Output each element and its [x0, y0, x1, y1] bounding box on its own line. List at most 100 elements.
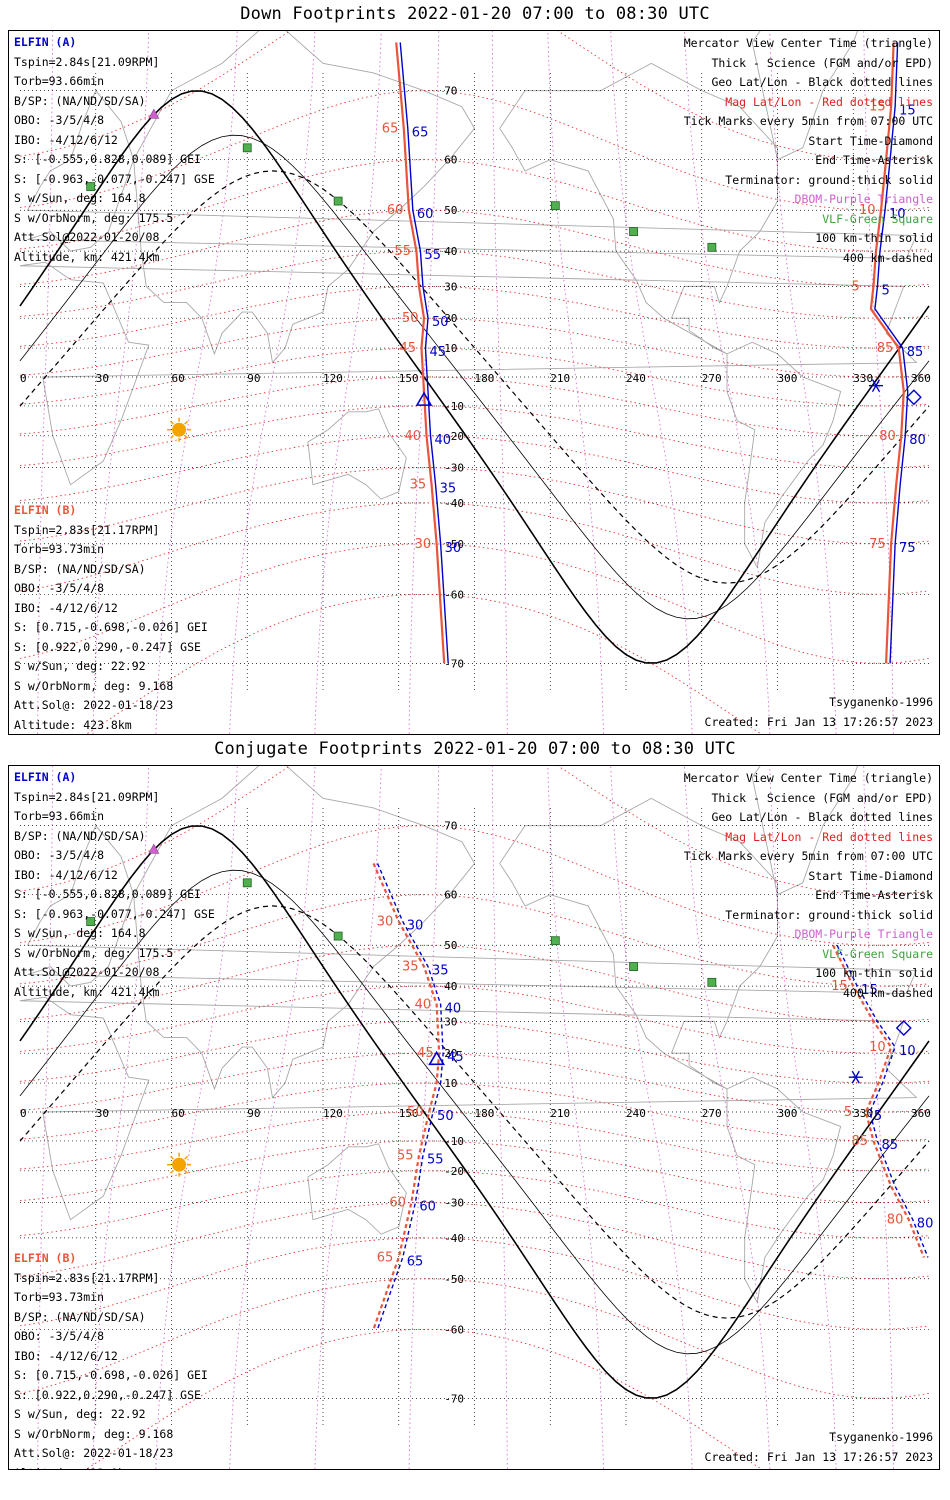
mag-parallel: [19, 1278, 930, 1399]
elfin-a-line: S: [-0.963,-0.077,-0.247] GSE: [14, 906, 215, 921]
mag-parallel: [19, 405, 930, 469]
lon-tick-label: 0: [20, 372, 27, 385]
track-tick-label: 50: [407, 1105, 424, 1120]
lat-tick-label: -10: [444, 400, 464, 413]
mag-parallel: [19, 894, 930, 987]
lat-tick-label: -50: [444, 1273, 464, 1286]
mag-meridian: [863, 766, 894, 1469]
track-tick-label: 55: [397, 1149, 414, 1164]
track-tick-label: 45: [447, 1050, 464, 1065]
sun-icon: [172, 422, 187, 437]
elfin-b-line: Altitude: 423.8km: [14, 717, 132, 732]
track-tick-label: 55: [424, 248, 441, 263]
track-tick-label: 60: [417, 207, 434, 222]
terminator-100km: [19, 869, 930, 1355]
lat-tick-label: 70: [444, 85, 457, 98]
lat-tick-label: -30: [444, 1197, 464, 1210]
legend-item: VLF-Green Square: [822, 211, 933, 226]
mag-meridian: [684, 31, 771, 734]
elfin-b-line: Att.Sol@: 2022-01-18/23: [14, 698, 174, 712]
mag-meridian: [229, 31, 316, 734]
mag-parallel: [19, 1237, 930, 1330]
elfin-b-track: [874, 42, 909, 664]
elfin-b-line: OBO: -3/5/4/8: [14, 581, 105, 595]
elfin-a-line: Tspin=2.84s[21.09RPM]: [14, 789, 160, 804]
lon-tick-label: 210: [550, 372, 570, 385]
mag-parallel: [19, 90, 930, 211]
track-tick-label: 5: [874, 1109, 882, 1124]
terminator-ground: [19, 90, 930, 664]
terminator-400km: [19, 170, 930, 584]
track-tick-label: 75: [869, 537, 886, 552]
sun-icon: [172, 1157, 187, 1172]
lon-tick-label: 180: [475, 1107, 495, 1120]
dbom-triangle: [148, 108, 160, 119]
mag-meridian: [408, 31, 440, 734]
track-tick-label: 5: [881, 283, 889, 298]
track-tick-label: 85: [877, 341, 894, 356]
elfin-a-line: S w/Sun, deg: 164.8: [14, 191, 146, 205]
mag-parallel: [19, 317, 930, 378]
lon-tick-label: 150: [399, 372, 419, 385]
mag-parallel: [19, 376, 930, 437]
track-tick-label: 65: [382, 121, 399, 136]
track-tick-label: 80: [887, 1213, 904, 1228]
dbom-triangle: [148, 843, 160, 854]
lat-tick-label: 20: [444, 312, 457, 325]
legend-item: DBOM-Purple Triangle: [794, 927, 933, 941]
lon-tick-label: 60: [172, 1107, 185, 1120]
lon-tick-label: 0: [20, 1107, 27, 1120]
vlf-station: [629, 962, 638, 971]
legend-item: Tick Marks every 5min from 07:00 UTC: [683, 849, 933, 863]
legend-item: Thick - Science (FGM and/or EPD): [711, 790, 933, 805]
lat-tick-label: -50: [444, 538, 464, 551]
down-map-canvas: 0 30 60 90 120 150 180 210 240 270 300 330 360 70 60 50…: [19, 31, 931, 734]
sun-ray: [184, 420, 189, 425]
lon-tick-label: 180: [475, 372, 495, 385]
lon-tick-label: 300: [778, 372, 798, 385]
elfin-b-line: Altitude: 423.8km: [14, 1464, 208, 1470]
elfin-a-line: S w/OrbNorm, deg: 175.5: [14, 210, 174, 225]
elfin-b-track-b-color: [869, 42, 905, 664]
mag-parallel: [19, 1140, 930, 1204]
terminator-100km: [19, 134, 930, 620]
sun-ray: [170, 420, 174, 425]
elfin-a-info: ELFIN (A) Tspin=2.84s[21.09RPM] Torb=93.…: [14, 33, 215, 267]
track-tick-label: 40: [445, 1001, 462, 1016]
elfin-b-header: ELFIN (B): [14, 1251, 77, 1265]
track-tick-label: 75: [899, 541, 916, 556]
mag-parallel: [19, 1082, 930, 1142]
down-map-panel: 0 30 60 90 120 150 180 210 240 270 300 330 360 70 60 50…: [8, 30, 940, 735]
lon-tick-label: 240: [626, 1107, 646, 1120]
lat-tick-label: -40: [444, 1232, 464, 1245]
elfin-a-line: S: [-0.555,0.828,0.089] GEI: [14, 887, 201, 901]
coastline: [499, 797, 778, 1090]
track-tick-label: 45: [399, 341, 416, 356]
elfin-a-header: ELFIN (A): [14, 35, 77, 49]
mag-meridian: [863, 31, 894, 734]
lon-tick-label: 60: [172, 372, 185, 385]
center-time-triangle: [415, 391, 433, 406]
coastline: [133, 31, 476, 364]
track-tick-label: 65: [412, 125, 429, 140]
sun-ray: [184, 1169, 189, 1174]
track-tick-label: 55: [394, 244, 411, 259]
elfin-a-header: ELFIN (A): [14, 770, 77, 784]
elfin-a-line: IBO: -4/12/6/12: [14, 132, 118, 147]
coastline: [751, 31, 859, 161]
elfin-a-line: IBO: -4/12/6/12: [14, 867, 118, 882]
elfin-b-line: Torb=93.73min: [14, 542, 105, 556]
mag-parallel: [19, 825, 930, 946]
start-time-diamond: [905, 389, 922, 406]
lon-tick-label: 30: [96, 372, 109, 385]
lat-tick-label: 50: [444, 204, 457, 217]
legend-item: Mercator View Center Time (triangle): [683, 771, 933, 785]
lat-tick-label: 30: [444, 1015, 457, 1028]
lat-tick-label: -40: [444, 497, 464, 510]
track-tick-label: 45: [417, 1046, 434, 1061]
mag-parallel: [19, 502, 930, 595]
vlf-station: [629, 227, 638, 236]
elfin-a-track-b-color: [395, 42, 446, 664]
track-tick-label: 65: [377, 1250, 394, 1265]
elfin-a-line: Tspin=2.84s[21.09RPM]: [14, 54, 160, 69]
